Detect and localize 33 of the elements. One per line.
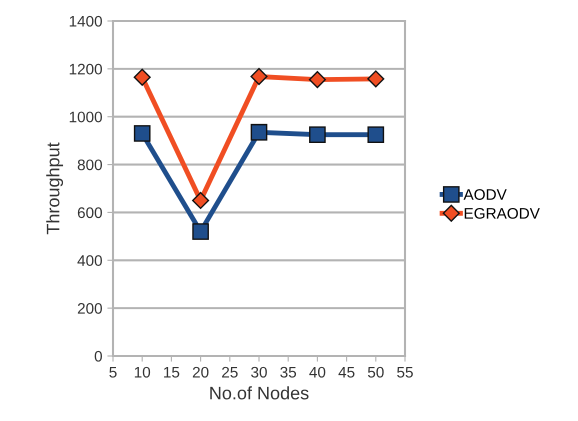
point <box>134 68 151 86</box>
y-tick-label: 200 <box>78 303 102 314</box>
x-axis-title: No.of Nodes <box>210 386 309 400</box>
point <box>308 71 326 88</box>
point <box>250 68 268 86</box>
x-tick-label: 25 <box>222 366 238 378</box>
y-tick-label: 0 <box>94 350 102 362</box>
y-tick-label: 1000 <box>70 112 102 122</box>
x-tick-label: 20 <box>192 366 208 378</box>
point <box>367 126 384 143</box>
x-tick-label: 35 <box>280 366 296 378</box>
point <box>134 125 151 142</box>
legend-label: AODV <box>464 189 507 200</box>
x-tick-label: 50 <box>368 366 384 378</box>
point <box>192 192 210 210</box>
point <box>367 70 384 88</box>
y-axis-title: Throughput <box>46 142 64 234</box>
point <box>192 223 209 240</box>
y-tick-label: 400 <box>77 255 102 266</box>
legend-label: EGRAODV <box>464 208 540 219</box>
x-tick-label: 55 <box>397 366 413 378</box>
x-tick-label: 45 <box>338 366 354 378</box>
y-tick-label: 1200 <box>70 64 102 75</box>
y-tick-label: 1400 <box>70 16 102 27</box>
x-tick-label: 40 <box>309 366 326 378</box>
point <box>250 124 268 141</box>
x-tick-label: 5 <box>109 366 117 378</box>
x-tick-label: 10 <box>134 366 150 378</box>
point <box>309 126 326 143</box>
y-tick-label: 600 <box>78 207 102 218</box>
y-tick-label: 800 <box>78 159 102 170</box>
x-tick-label: 15 <box>164 366 180 378</box>
x-tick-label: 30 <box>251 366 267 378</box>
